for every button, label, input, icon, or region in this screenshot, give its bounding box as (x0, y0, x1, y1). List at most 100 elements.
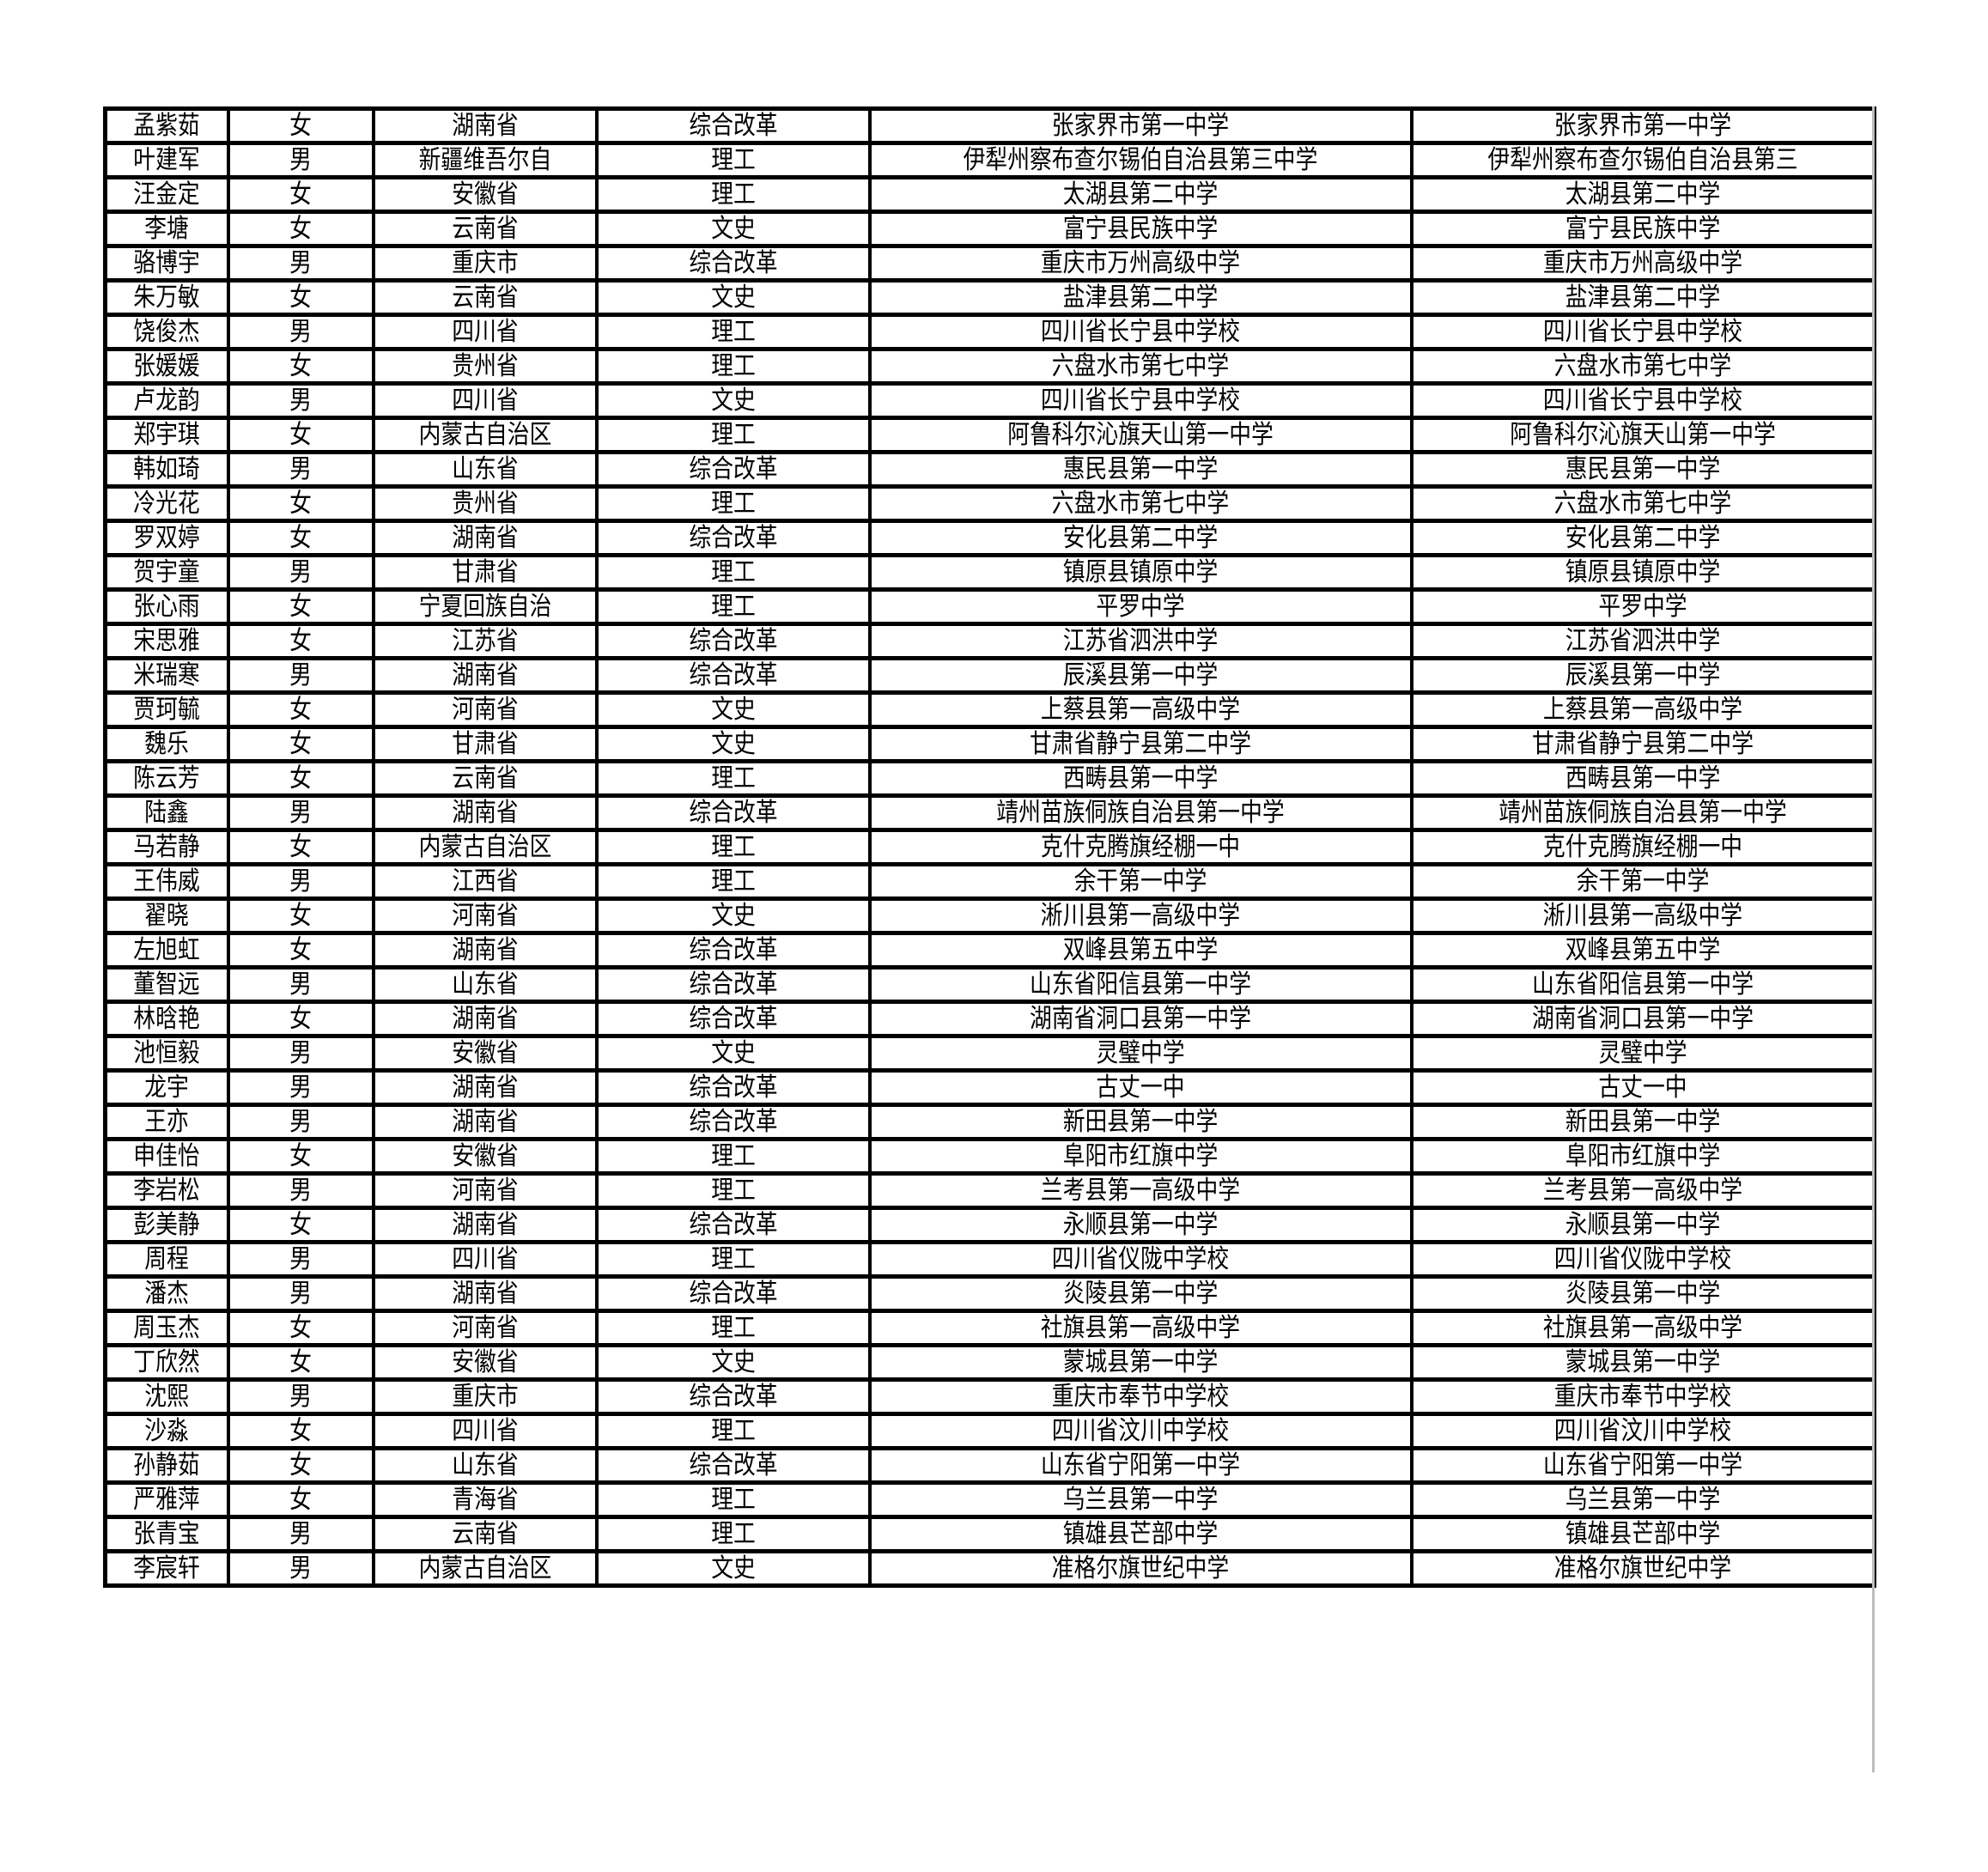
name-cell: 马若静 (103, 828, 230, 866)
school-cell-2-text: 兰考县第一高级中学 (1542, 1176, 1742, 1206)
track-cell-text: 综合改革 (688, 1210, 778, 1240)
table-row: 罗双婷 女 湖南省 综合改革 安化县第二中学 安化县第二中学 (103, 519, 1876, 557)
school-cell-2-text: 四川省长宁县中学校 (1542, 386, 1742, 416)
school-cell-2: 六盘水市第七中学 (1409, 347, 1876, 386)
track-cell-text: 文史 (710, 695, 756, 725)
school-cell-2-text: 四川省仪陇中学校 (1553, 1244, 1731, 1274)
school-cell: 四川省长宁县中学校 (867, 381, 1413, 420)
school-cell-text: 四川省长宁县中学校 (1040, 386, 1241, 416)
name-cell: 严雅萍 (103, 1480, 230, 1519)
gender-cell-text: 男 (289, 1107, 312, 1137)
school-cell-text: 辰溪县第一中学 (1062, 660, 1219, 690)
table-row: 韩如琦 男 山东省 综合改革 惠民县第一中学 惠民县第一中学 (103, 450, 1876, 489)
name-cell: 龙宇 (103, 1068, 230, 1107)
province-cell-text: 内蒙古自治区 (418, 1553, 551, 1583)
gender-cell-text: 女 (289, 763, 312, 793)
school-cell: 双峰县第五中学 (867, 931, 1413, 969)
table-row: 沈熙 男 重庆市 综合改革 重庆市奉节中学校 重庆市奉节中学校 (103, 1377, 1876, 1416)
gender-cell-text: 男 (289, 866, 312, 896)
gender-cell: 男 (226, 1274, 375, 1313)
track-cell: 理工 (594, 1480, 872, 1519)
school-cell: 太湖县第二中学 (867, 175, 1413, 214)
province-cell: 山东省 (371, 1446, 599, 1485)
province-cell-text: 湖南省 (451, 111, 519, 141)
school-cell-text: 六盘水市第七中学 (1051, 351, 1230, 381)
name-cell-text: 叶建军 (133, 145, 200, 175)
name-cell: 林晗艳 (103, 1000, 230, 1038)
school-cell: 兰考县第一高级中学 (867, 1171, 1413, 1210)
province-cell-text: 云南省 (451, 763, 519, 793)
name-cell-text: 丁欣然 (133, 1347, 200, 1377)
track-cell-text: 综合改革 (688, 660, 778, 690)
province-cell: 甘肃省 (371, 553, 599, 592)
province-cell: 云南省 (371, 210, 599, 248)
school-cell-2: 江苏省泗洪中学 (1409, 622, 1876, 660)
track-cell-text: 文史 (710, 1347, 756, 1377)
name-cell-text: 贾珂毓 (133, 695, 200, 725)
province-cell-text: 内蒙古自治区 (418, 420, 551, 450)
province-cell-text: 贵州省 (451, 351, 519, 381)
track-cell: 文史 (594, 690, 872, 729)
gender-cell-text: 男 (289, 1176, 312, 1206)
name-cell-text: 龙宇 (144, 1073, 190, 1103)
name-cell-text: 卢龙韵 (133, 386, 200, 416)
school-cell-text: 山东省宁阳第一中学 (1040, 1450, 1241, 1480)
gender-cell-text: 男 (289, 145, 312, 175)
track-cell: 理工 (594, 175, 872, 214)
school-cell-2: 重庆市奉节中学校 (1409, 1377, 1876, 1416)
school-cell-2: 富宁县民族中学 (1409, 210, 1876, 248)
gender-cell-text: 女 (289, 214, 312, 244)
track-cell-text: 综合改革 (688, 1279, 778, 1309)
gender-cell: 男 (226, 1171, 375, 1210)
gender-cell-text: 女 (289, 283, 312, 313)
gender-cell: 男 (226, 862, 375, 901)
school-cell-2-text: 乌兰县第一中学 (1565, 1485, 1721, 1515)
table-row: 池恒毅 男 安徽省 文史 灵璧中学 灵璧中学 (103, 1034, 1876, 1073)
table-row: 丁欣然 女 安徽省 文史 蒙城县第一中学 蒙城县第一中学 (103, 1343, 1876, 1382)
track-cell-text: 综合改革 (688, 1107, 778, 1137)
school-cell-text: 灵璧中学 (1096, 1038, 1185, 1068)
school-cell-2-text: 镇雄县芒部中学 (1565, 1519, 1721, 1549)
gender-cell: 女 (226, 690, 375, 729)
school-cell-text: 湖南省洞口县第一中学 (1030, 1004, 1251, 1034)
table-row: 米瑞寒 男 湖南省 综合改革 辰溪县第一中学 辰溪县第一中学 (103, 656, 1876, 695)
school-cell: 山东省阳信县第一中学 (867, 965, 1413, 1004)
name-cell-text: 严雅萍 (133, 1485, 200, 1515)
name-cell: 魏乐 (103, 725, 230, 763)
school-cell-2-text: 靖州苗族侗族自治县第一中学 (1499, 798, 1787, 828)
gender-cell: 男 (226, 1240, 375, 1279)
gender-cell: 女 (226, 175, 375, 214)
school-cell-2: 山东省宁阳第一中学 (1409, 1446, 1876, 1485)
track-cell-text: 综合改革 (688, 1450, 778, 1480)
track-cell: 综合改革 (594, 656, 872, 695)
name-cell-text: 李岩松 (133, 1176, 200, 1206)
school-cell-text: 重庆市万州高级中学 (1040, 248, 1241, 278)
track-cell-text: 文史 (710, 1038, 756, 1068)
school-cell-text: 安化县第二中学 (1062, 523, 1219, 553)
name-cell: 李宸轩 (103, 1549, 230, 1588)
name-cell: 王伟威 (103, 862, 230, 901)
school-cell-2-text: 新田县第一中学 (1565, 1107, 1721, 1137)
province-cell: 云南省 (371, 278, 599, 317)
gender-cell: 男 (226, 1034, 375, 1073)
table-row: 张心雨 女 宁夏回族自治 理工 平罗中学 平罗中学 (103, 587, 1876, 626)
name-cell: 王亦 (103, 1103, 230, 1141)
school-cell-text: 乌兰县第一中学 (1062, 1485, 1219, 1515)
track-cell-text: 理工 (710, 145, 756, 175)
name-cell-text: 孙静茹 (133, 1450, 200, 1480)
province-cell: 江西省 (371, 862, 599, 901)
school-cell-text: 惠民县第一中学 (1062, 454, 1219, 484)
track-cell: 综合改革 (594, 244, 872, 283)
table-row: 翟晓 女 河南省 文史 淅川县第一高级中学 淅川县第一高级中学 (103, 896, 1876, 935)
school-cell-2-text: 阿鲁科尔沁旗天山第一中学 (1509, 420, 1776, 450)
name-cell: 汪金定 (103, 175, 230, 214)
school-cell: 社旗县第一高级中学 (867, 1309, 1413, 1347)
gender-cell-text: 女 (289, 420, 312, 450)
gender-cell-text: 女 (289, 832, 312, 862)
name-cell: 董智远 (103, 965, 230, 1004)
province-cell: 湖南省 (371, 1274, 599, 1313)
province-cell: 云南省 (371, 759, 599, 798)
name-cell: 朱万敏 (103, 278, 230, 317)
table-right-edge (1872, 106, 1875, 1772)
name-cell: 沈熙 (103, 1377, 230, 1416)
